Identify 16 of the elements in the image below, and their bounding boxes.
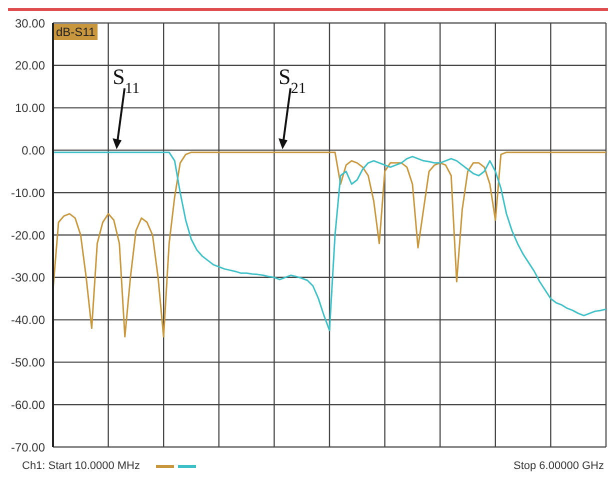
y-tick-label: -50.00 <box>10 355 46 370</box>
y-tick-label: 10.00 <box>14 101 46 116</box>
y-tick-label: 20.00 <box>14 58 46 73</box>
text: Stop 6.00000 GHz <box>513 460 604 472</box>
y-tick-label: -20.00 <box>10 228 46 242</box>
y-tick-label: -30.00 <box>10 270 46 285</box>
y-tick-label: -60.00 <box>10 398 46 412</box>
y-tick-label: -10.00 <box>10 186 46 200</box>
annotation: S$_{11}$ <box>112 64 140 97</box>
y-tick-label: -40.00 <box>10 313 46 328</box>
text: Ch1: Start 10.0000 MHz <box>22 460 140 472</box>
annotation: dB-S11 <box>56 25 96 39</box>
y-tick-label: 0.00 <box>22 143 46 158</box>
y-tick-label: 30.00 <box>14 16 46 30</box>
annotation: S$_{21}$ <box>278 64 306 97</box>
y-tick-label: -70.00 <box>10 440 46 454</box>
